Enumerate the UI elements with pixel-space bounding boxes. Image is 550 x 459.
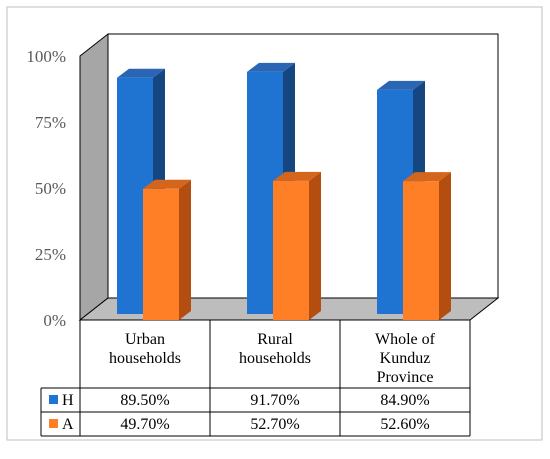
bar-A <box>143 188 179 320</box>
legend-key-A <box>49 419 58 428</box>
data-label: 89.50% <box>120 392 169 409</box>
data-label: 84.90% <box>380 392 429 409</box>
data-label: 91.70% <box>250 392 299 409</box>
category-label: Whole of <box>375 331 436 348</box>
y-tick-label: 100% <box>26 47 66 66</box>
data-label: 49.70% <box>120 416 169 433</box>
bar-A-top <box>143 179 191 189</box>
bar-H-top <box>117 68 165 78</box>
bar-A <box>273 180 309 320</box>
category-label: Kunduz <box>380 350 431 367</box>
y-tick-label: 50% <box>35 179 66 198</box>
y-tick-label: 25% <box>35 245 66 264</box>
y-tick-label: 0% <box>43 311 66 330</box>
bar-A-side <box>439 172 451 320</box>
category-label: households <box>109 350 181 367</box>
bar-A-side <box>309 171 321 320</box>
data-label: 52.60% <box>380 416 429 433</box>
y-tick-label: 75% <box>35 113 66 132</box>
bar-A-top <box>273 171 321 181</box>
bar-H-top <box>247 62 295 72</box>
legend-label: H <box>62 392 74 409</box>
bar-A-side <box>179 179 191 320</box>
data-label: 52.70% <box>250 416 299 433</box>
category-label: households <box>239 350 311 367</box>
side-wall <box>79 32 109 322</box>
category-label: Urban <box>125 331 165 348</box>
bar-H-top <box>377 80 425 90</box>
legend-label: A <box>62 416 74 433</box>
legend-key-H <box>49 395 58 404</box>
category-label: Province <box>377 369 434 386</box>
bar-A <box>403 181 439 320</box>
bar-A-top <box>403 172 451 182</box>
category-label: Rural <box>257 331 293 348</box>
